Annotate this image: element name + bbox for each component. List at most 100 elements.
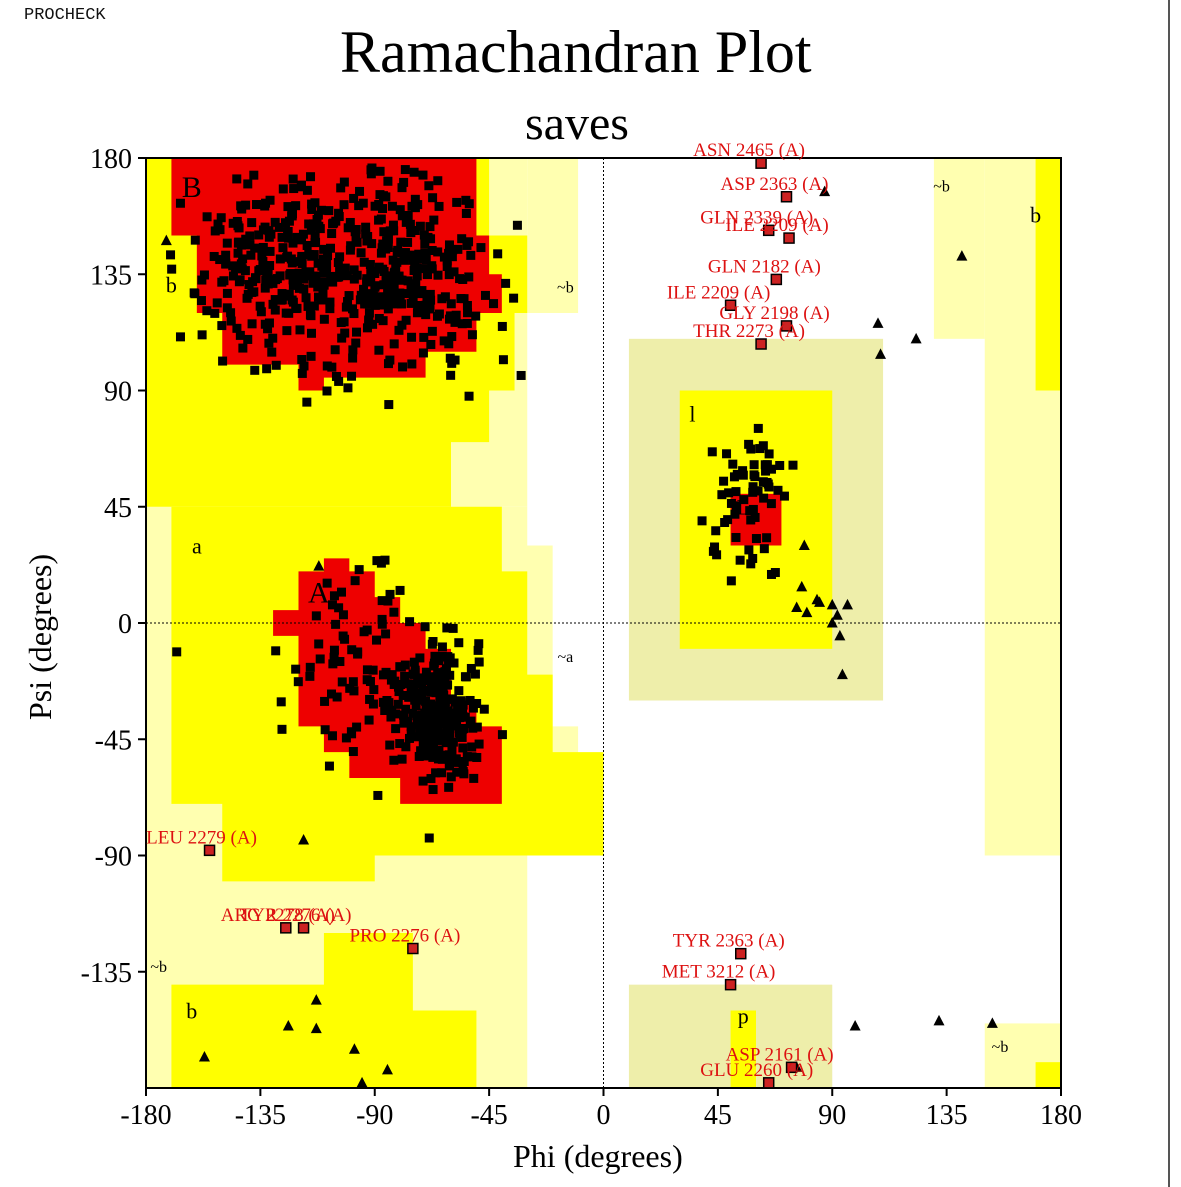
residue-point: [403, 210, 413, 220]
residue-point: [427, 701, 437, 711]
residue-point: [340, 328, 350, 338]
residue-point: [343, 297, 353, 307]
residue-point: [240, 266, 250, 276]
residue-point: [420, 248, 430, 258]
residue-point: [367, 163, 377, 173]
chart-title: Ramachandran Plot: [340, 19, 812, 85]
residue-point: [309, 301, 319, 311]
residue-point: [732, 470, 742, 480]
residue-point: [268, 333, 278, 343]
residue-point: [331, 371, 341, 381]
outlier-label: TYR 2276 (A): [240, 905, 352, 926]
residue-point: [449, 658, 459, 668]
x-tick-label: -180: [120, 1100, 171, 1131]
residue-point: [467, 742, 477, 752]
residue-point: [335, 657, 345, 667]
residue-point: [462, 240, 472, 250]
y-tick-label: 0: [118, 609, 132, 640]
region-label: l: [689, 402, 695, 427]
residue-point: [497, 730, 507, 740]
residue-point: [474, 739, 484, 749]
glycine-point: [310, 994, 322, 1005]
residue-point: [441, 738, 451, 748]
residue-point: [407, 685, 417, 695]
residue-point: [422, 730, 432, 740]
residue-point: [258, 242, 268, 252]
residue-point: [282, 326, 292, 336]
residue-point: [335, 267, 345, 277]
glycine-point: [796, 580, 808, 592]
residue-point: [497, 321, 507, 331]
residue-point: [723, 515, 733, 525]
residue-point: [386, 712, 396, 722]
residue-point: [374, 313, 384, 323]
residue-point: [358, 198, 368, 208]
residue-point: [444, 339, 454, 349]
residue-point: [340, 263, 350, 273]
residue-point: [308, 278, 318, 288]
outlier-label: ASP 2363 (A): [720, 174, 828, 195]
residue-point: [416, 746, 426, 756]
residue-point: [362, 236, 372, 246]
outlier-label: ILE 2209 (A): [667, 282, 770, 303]
residue-point: [275, 271, 285, 281]
residue-point: [210, 308, 220, 318]
residue-point: [228, 271, 238, 281]
x-tick-label: 90: [818, 1100, 846, 1131]
residue-point: [305, 671, 315, 681]
glycine-point: [849, 1020, 861, 1031]
residue-point: [753, 423, 763, 433]
residue-point: [395, 739, 405, 749]
outlier-label: PRO 2276 (A): [349, 926, 460, 947]
glycine-point: [826, 617, 838, 628]
residue-point: [428, 705, 438, 715]
outlier-label: GLU 2260 (A): [700, 1060, 813, 1081]
residue-point: [262, 364, 272, 374]
residue-point: [416, 695, 426, 705]
residue-point: [439, 673, 449, 683]
residue-point: [394, 687, 404, 697]
residue-point: [349, 274, 359, 284]
residue-point: [370, 268, 380, 278]
residue-point: [287, 209, 297, 219]
residue-point: [418, 264, 428, 274]
residue-point: [375, 190, 385, 200]
residue-point: [326, 689, 336, 699]
residue-point: [336, 183, 346, 193]
residue-point: [405, 219, 415, 229]
residue-point: [364, 308, 374, 318]
residue-point: [367, 239, 377, 249]
residue-point: [245, 231, 255, 241]
residue-point: [213, 219, 223, 229]
x-tick-label: -90: [356, 1100, 393, 1131]
residue-point: [448, 623, 458, 633]
residue-point: [339, 200, 349, 210]
outlier-label: ASP 2161 (A): [726, 1044, 834, 1065]
outlier-label: ARG 2278 (A): [221, 905, 335, 926]
residue-point: [283, 233, 293, 243]
outlier-label: GLN 2339 (A): [700, 207, 813, 228]
residue-point: [378, 204, 388, 214]
residue-point: [434, 201, 444, 211]
residue-point: [345, 683, 355, 693]
residue-point: [266, 229, 276, 239]
residue-point: [196, 296, 206, 306]
residue-point: [293, 677, 303, 687]
residue-point: [434, 745, 444, 755]
residue-point: [455, 274, 465, 284]
residue-point: [436, 704, 446, 714]
residue-point: [389, 755, 399, 765]
residue-point: [773, 485, 783, 495]
residue-point: [385, 740, 395, 750]
residue-point: [429, 215, 439, 225]
residue-point: [362, 625, 372, 635]
residue-point: [385, 589, 395, 599]
glycine-point: [198, 1051, 210, 1062]
outlier-label: LEU 2279 (A): [146, 827, 257, 848]
residue-point: [267, 347, 277, 357]
axes-layer: -180 -135 -90 -45 0 45 90 135 180 180 135 90 45 0 -45 -…: [81, 144, 1082, 1131]
residue-point: [210, 226, 220, 236]
residue-point: [439, 711, 449, 721]
residue-point: [759, 493, 769, 503]
region-label: ~b: [992, 1039, 1009, 1056]
